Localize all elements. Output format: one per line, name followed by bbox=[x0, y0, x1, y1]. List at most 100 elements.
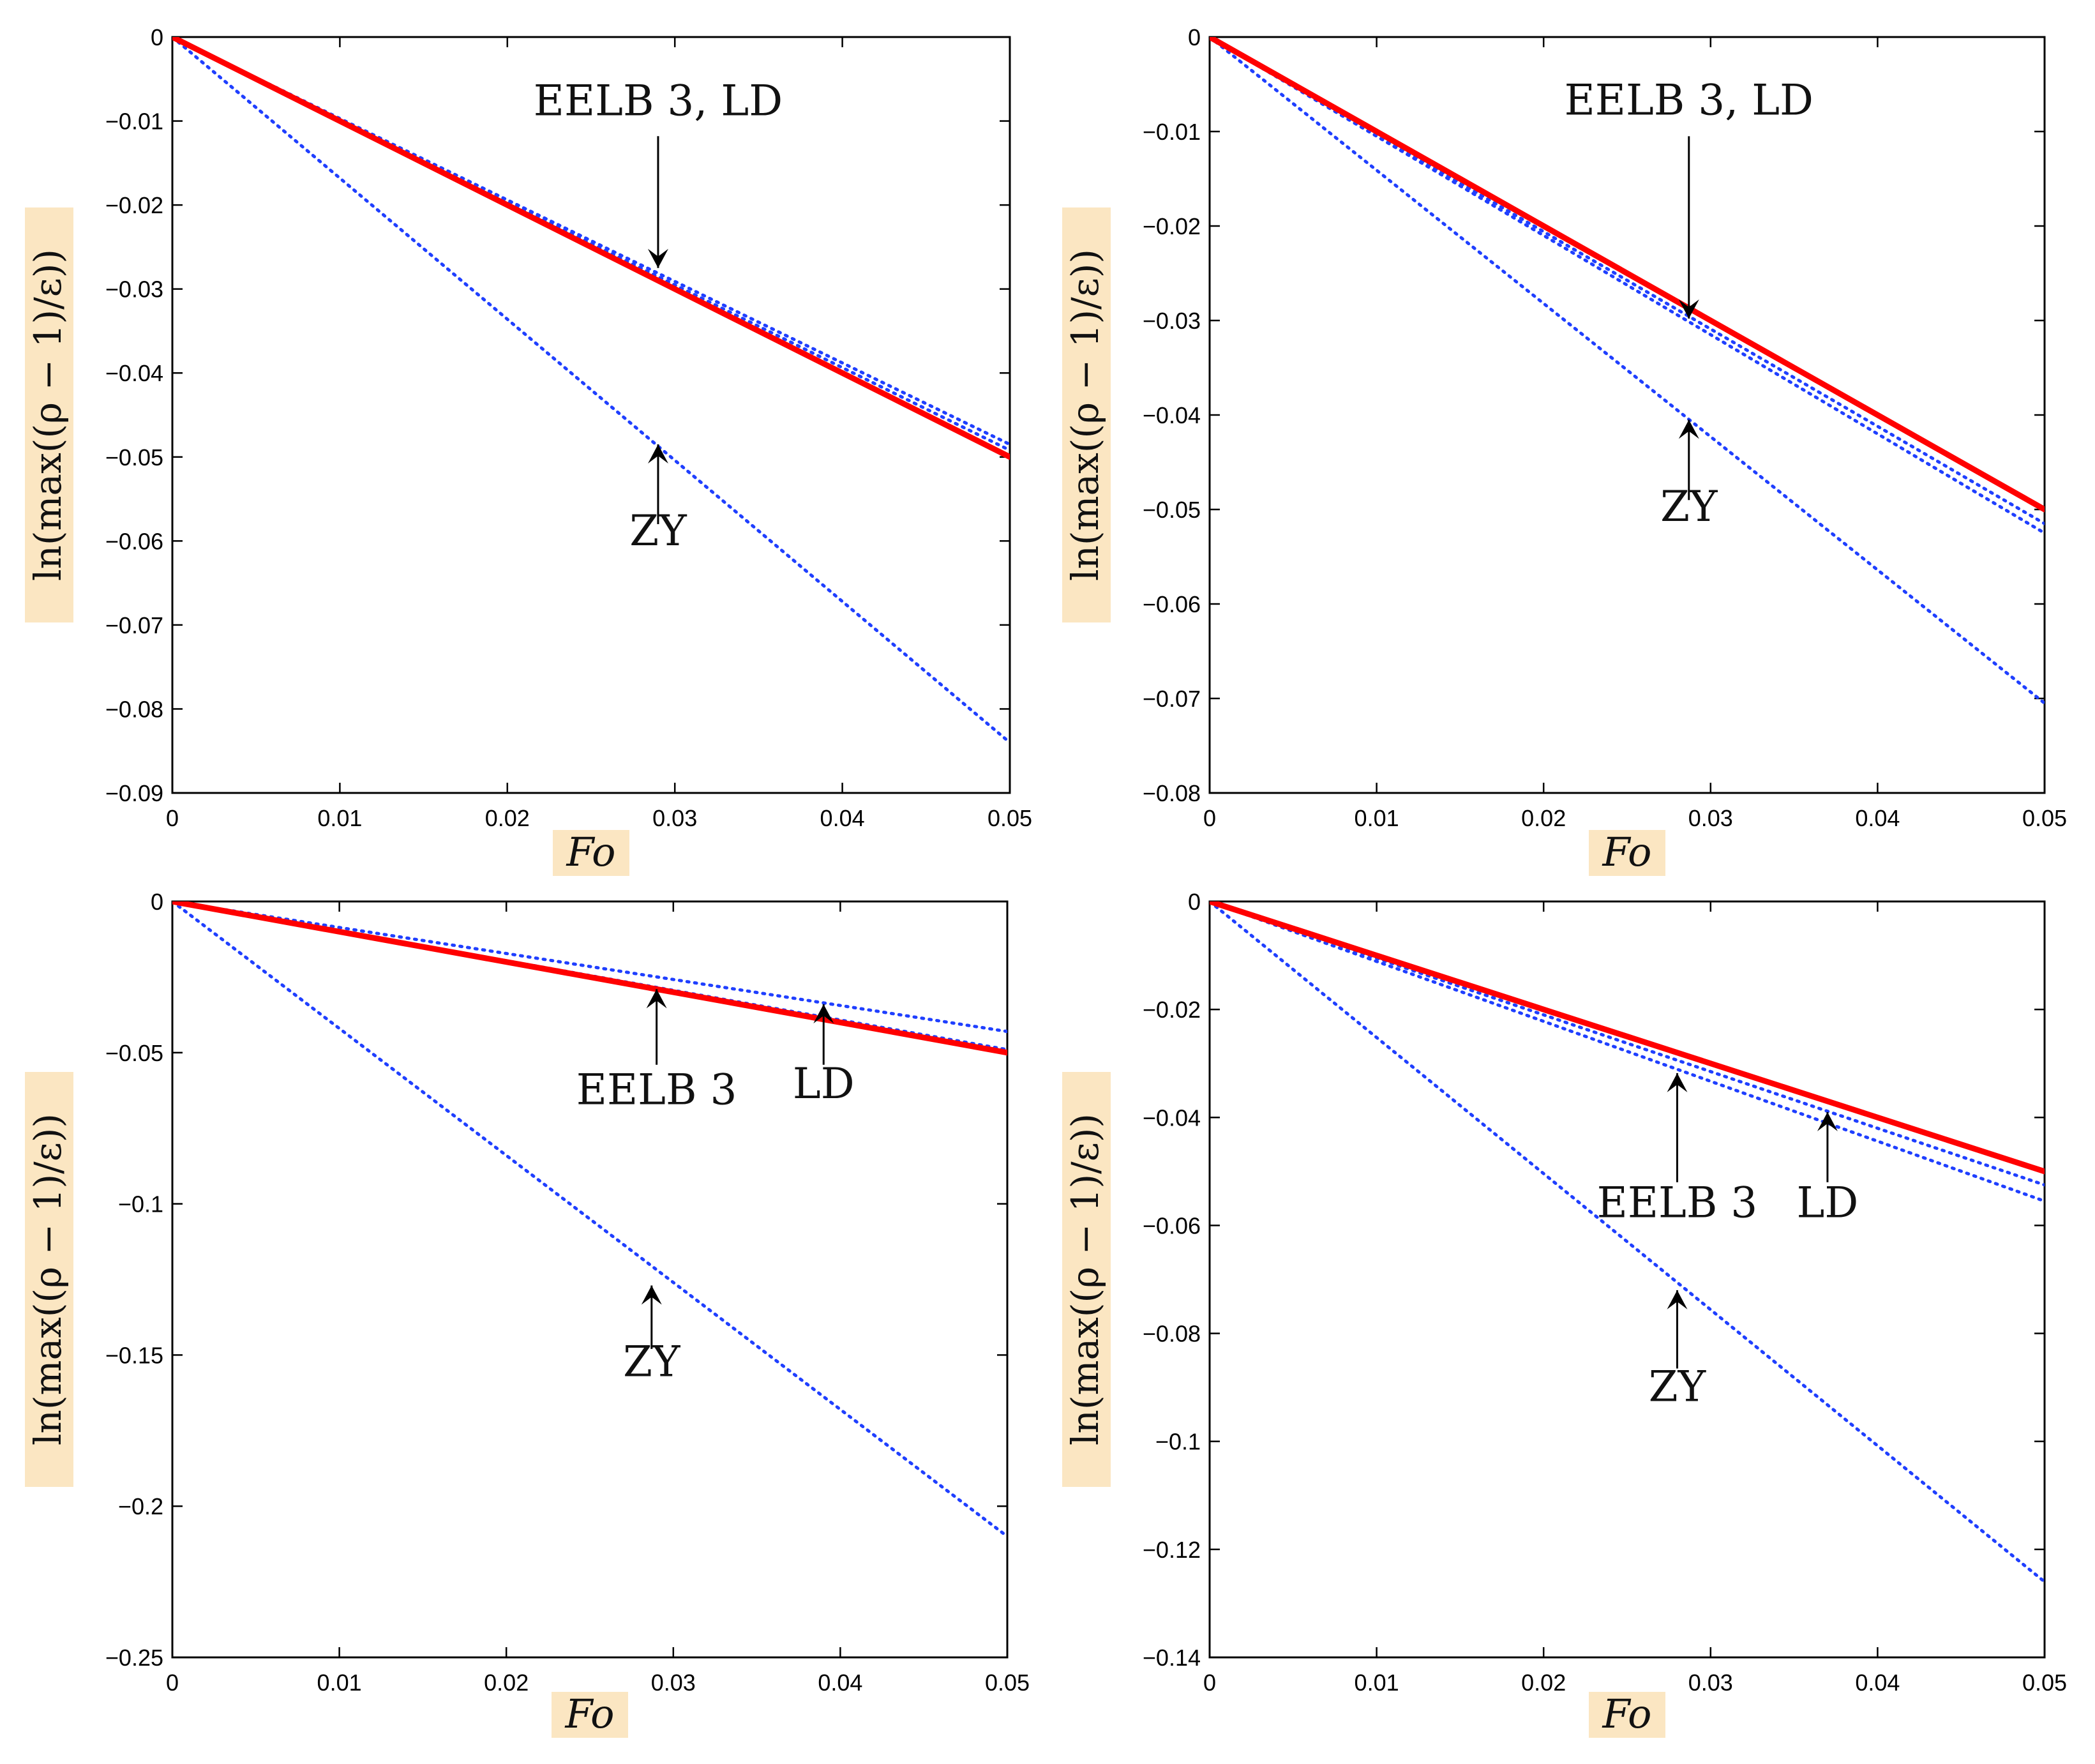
y-tick-label: −0.06 bbox=[1143, 1212, 1201, 1239]
annotation-label: ZY bbox=[1649, 1362, 1707, 1411]
y-axis-title-group: ln(max((ρ − 1)/ε)) bbox=[1062, 1072, 1111, 1487]
y-axis-title-highlight bbox=[1062, 1072, 1111, 1487]
chart-panel-top-left: 0 0.01 0.02 0.03 0.04 0.05 0 −0.01 −0.02 −0.03 −0.… bbox=[25, 24, 1032, 876]
x-tick-label: 0.05 bbox=[985, 1670, 1030, 1696]
y-axis-title-group: ln(max((ρ − 1)/ε)) bbox=[25, 207, 73, 622]
annotation-label: ZY bbox=[623, 1338, 681, 1387]
series-line-ld bbox=[1210, 37, 2045, 535]
y-axis-title-highlight bbox=[25, 207, 73, 622]
annotation-label: ZY bbox=[1660, 482, 1718, 531]
y-tick-label: −0.01 bbox=[1143, 119, 1201, 145]
annotation-arrow-head bbox=[647, 248, 668, 268]
series-line-zy bbox=[172, 901, 1007, 1539]
y-tick-label: −0.06 bbox=[1143, 591, 1201, 617]
y-tick-label: 0 bbox=[151, 889, 163, 915]
y-tick-label: −0.06 bbox=[105, 528, 163, 554]
y-tick-label: −0.03 bbox=[1143, 308, 1201, 334]
series-line-eelb-3 bbox=[1210, 901, 2045, 1203]
y-tick-label: −0.02 bbox=[1143, 213, 1201, 239]
y-tick-label: −0.01 bbox=[105, 109, 163, 135]
x-axis-title: Fo bbox=[1602, 1691, 1652, 1737]
x-tick-label: 0.01 bbox=[1355, 1670, 1399, 1696]
y-axis-title-highlight bbox=[25, 1072, 73, 1487]
y-tick-label: 0 bbox=[151, 24, 163, 50]
y-tick-label: −0.08 bbox=[1143, 1321, 1201, 1347]
y-tick-label: 0 bbox=[1188, 889, 1201, 915]
x-axis-title: Fo bbox=[1602, 829, 1652, 875]
x-tick-label: 0.02 bbox=[1521, 805, 1566, 831]
series-line-zy bbox=[172, 37, 1010, 744]
series-line-reference bbox=[172, 37, 1010, 460]
y-tick-label: −0.1 bbox=[1155, 1429, 1201, 1455]
x-tick-label: 0.02 bbox=[1521, 1670, 1566, 1696]
x-tick-label: 0.03 bbox=[651, 1670, 696, 1696]
x-tick-label: 0.01 bbox=[317, 1670, 362, 1696]
x-axis-title-highlight bbox=[552, 1692, 628, 1738]
y-axis-title: ln(max((ρ − 1)/ε)) bbox=[26, 1113, 70, 1445]
series-line-reference bbox=[1210, 37, 2045, 513]
y-tick-label: −0.02 bbox=[1143, 997, 1201, 1023]
y-tick-label: 0 bbox=[1188, 24, 1201, 50]
x-tick-label: 0.04 bbox=[818, 1670, 862, 1696]
y-tick-label: −0.25 bbox=[105, 1645, 163, 1671]
annotation-arrow-head bbox=[1678, 299, 1699, 319]
annotation-arrow-head bbox=[1817, 1112, 1838, 1131]
annotation-arrow-head bbox=[647, 444, 668, 464]
y-tick-label: −0.1 bbox=[118, 1191, 163, 1217]
y-tick-label: −0.05 bbox=[1143, 497, 1201, 523]
y-tick-label: −0.05 bbox=[105, 1040, 163, 1066]
x-tick-label: 0.04 bbox=[1855, 1670, 1900, 1696]
y-tick-label: −0.02 bbox=[105, 192, 163, 218]
annotation-arrow-head bbox=[646, 989, 667, 1009]
series-line-zy bbox=[1210, 901, 2045, 1584]
y-axis-title-group: ln(max((ρ − 1)/ε)) bbox=[1062, 207, 1111, 622]
annotation-label: LD bbox=[793, 1059, 855, 1108]
y-tick-label: −0.14 bbox=[1143, 1645, 1201, 1671]
annotation-arrow-head bbox=[1678, 419, 1699, 439]
annotation-label: LD bbox=[1797, 1179, 1859, 1228]
x-tick-label: 0 bbox=[166, 1670, 179, 1696]
y-tick-label: −0.04 bbox=[1143, 402, 1201, 428]
x-tick-label: 0.01 bbox=[317, 805, 362, 831]
y-tick-label: −0.15 bbox=[105, 1342, 163, 1368]
x-axis-title-highlight bbox=[1589, 1692, 1665, 1738]
x-tick-label: 0.04 bbox=[1855, 805, 1900, 831]
annotation-arrow-head bbox=[813, 1004, 834, 1024]
y-tick-label: −0.04 bbox=[1143, 1104, 1201, 1131]
x-tick-label: 0.05 bbox=[2022, 805, 2067, 831]
y-tick-label: −0.04 bbox=[105, 360, 163, 386]
x-tick-label: 0.02 bbox=[484, 1670, 529, 1696]
x-axis-title: Fo bbox=[566, 829, 616, 875]
x-tick-label: 0.03 bbox=[1688, 1670, 1733, 1696]
x-tick-label: 0.05 bbox=[2022, 1670, 2067, 1696]
y-axis-title-highlight bbox=[1062, 207, 1111, 622]
y-axis-title: ln(max((ρ − 1)/ε)) bbox=[1063, 249, 1107, 581]
series-line-reference bbox=[172, 901, 1007, 1056]
x-tick-label: 0.03 bbox=[1688, 805, 1733, 831]
y-axis-title-group: ln(max((ρ − 1)/ε)) bbox=[25, 1072, 73, 1487]
annotation-arrow-head bbox=[641, 1285, 662, 1305]
y-tick-label: −0.08 bbox=[105, 696, 163, 722]
x-tick-label: 0 bbox=[1203, 1670, 1216, 1696]
x-tick-label: 0.05 bbox=[987, 805, 1032, 831]
chart-panel-bottom-left: 0 0.01 0.02 0.03 0.04 0.05 0 −0.05 −0.1 −0.15 −0.2… bbox=[25, 889, 1030, 1738]
plot-frame bbox=[1208, 36, 2046, 794]
annotation-arrow-head bbox=[1667, 1290, 1688, 1309]
y-tick-label: −0.05 bbox=[105, 444, 163, 471]
series-line-zy bbox=[1210, 37, 2045, 705]
annotation-arrow-head bbox=[1667, 1073, 1688, 1092]
x-tick-label: 0.02 bbox=[485, 805, 530, 831]
y-tick-label: −0.07 bbox=[1143, 686, 1201, 712]
chart-panel-bottom-right: 0 0.01 0.02 0.03 0.04 0.05 0 −0.02 −0.04 −0.06 −0.… bbox=[1062, 889, 2067, 1738]
y-tick-label: −0.07 bbox=[105, 612, 163, 638]
annotation-label: EELB 3, LD bbox=[1565, 75, 1813, 124]
annotation-label: EELB 3 bbox=[1597, 1179, 1758, 1228]
y-tick-label: −0.12 bbox=[1143, 1537, 1201, 1563]
annotation-label: EELB 3, LD bbox=[534, 76, 783, 125]
series-line-reference bbox=[1210, 901, 2045, 1175]
annotation-label: ZY bbox=[629, 506, 687, 555]
x-tick-label: 0.03 bbox=[652, 805, 697, 831]
x-tick-label: 0 bbox=[166, 805, 179, 831]
y-tick-label: −0.2 bbox=[118, 1493, 163, 1519]
